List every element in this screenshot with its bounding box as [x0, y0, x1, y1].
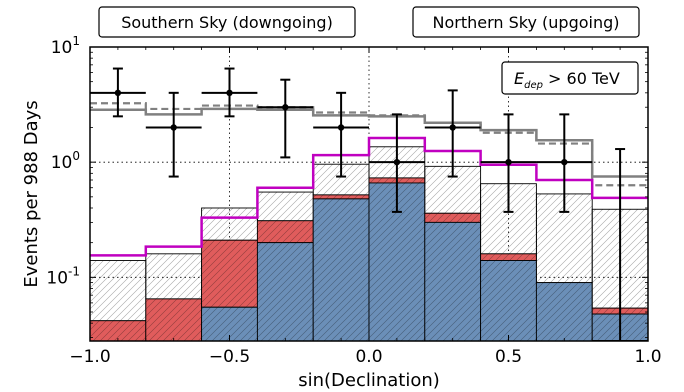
red-bar-hatch: [313, 194, 369, 199]
red-bar-hatch: [257, 220, 314, 243]
x-tick-label: 0.0: [355, 347, 382, 367]
data-point-marker: [282, 104, 289, 111]
hatched-bar: [90, 260, 147, 322]
energy-cut-box: Edep > 60 TeV: [501, 61, 639, 95]
y-tick-label: 10-1: [46, 264, 80, 288]
y-tick-label: 101: [51, 34, 80, 58]
data-points: [90, 67, 648, 341]
x-tick-label: 1.0: [634, 347, 661, 367]
data-point-marker: [505, 158, 512, 166]
northern-sky-box: Northern Sky (upgoing): [412, 6, 640, 38]
x-axis-label: sin(Declination): [298, 370, 440, 391]
x-tick-label: −1.0: [69, 347, 110, 367]
blue-bar-hatch: [257, 242, 314, 341]
magenta-step: [90, 136, 648, 257]
red-bar-hatch: [90, 320, 146, 341]
blue-bar-hatch: [424, 222, 481, 341]
data-point-marker: [337, 124, 345, 131]
hatched-bar: [256, 191, 314, 222]
southern-sky-label: Southern Sky (downgoing): [121, 13, 333, 32]
data-point-marker: [449, 124, 456, 131]
y-axis-label: Events per 988 Days: [21, 100, 42, 287]
blue-bar-hatch: [480, 260, 537, 341]
data-point-marker: [393, 158, 401, 166]
southern-sky-box: Southern Sky (downgoing): [98, 6, 356, 38]
model-step-lines: [90, 102, 648, 257]
northern-sky-label: Northern Sky (upgoing): [433, 13, 620, 32]
axis-ticks: −1.0 −0.5 0.0 0.5 1.0 101 100 10-1: [46, 34, 661, 367]
x-tick-label: 0.5: [495, 347, 522, 367]
blue-bar-hatch: [536, 282, 593, 341]
energy-rest: > 60 TeV: [543, 69, 620, 88]
red-bar-hatch: [201, 240, 258, 308]
data-point-marker: [226, 89, 233, 97]
data-point-marker: [170, 124, 177, 131]
hatched-bar: [145, 253, 203, 300]
blue-bar-hatch: [313, 198, 369, 341]
y-tick-label: 100: [51, 149, 80, 173]
energy-cut-label: Edep > 60 TeV: [514, 69, 620, 91]
red-bar-hatch: [424, 213, 481, 223]
red-bar-hatch: [145, 298, 202, 341]
red-bar-hatch: [480, 253, 537, 261]
energy-sub: dep: [524, 80, 543, 91]
data-point-marker: [561, 158, 568, 166]
data-point-marker: [114, 89, 122, 97]
energy-var: E: [514, 69, 525, 88]
x-tick-label: −0.5: [209, 347, 250, 367]
hatched-bar: [201, 207, 258, 241]
